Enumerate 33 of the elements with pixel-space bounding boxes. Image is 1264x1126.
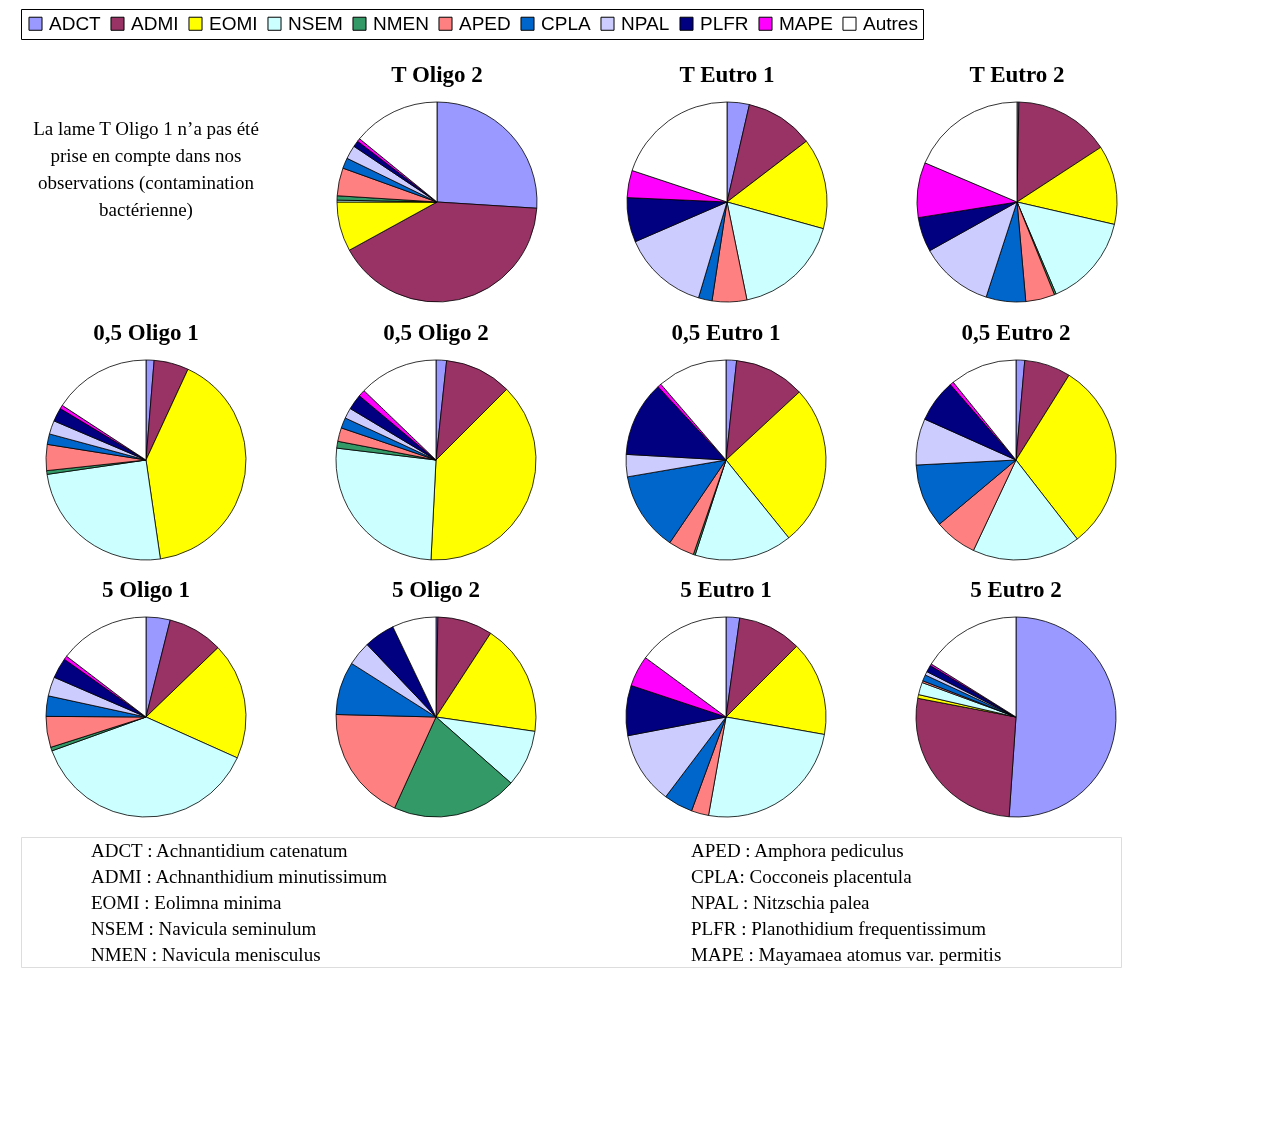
legend-label: PLFR <box>700 12 749 34</box>
legend-label: EOMI <box>209 12 258 34</box>
legend-label: APED <box>459 12 511 34</box>
chart-title: 5 Eutro 1 <box>680 577 772 602</box>
text: NMEN : Navicula menisculus <box>91 944 321 965</box>
legend-label: NSEM <box>288 12 343 34</box>
chart-title: 0,5 Eutro 2 <box>961 320 1071 345</box>
chart-title: 0,5 Oligo 1 <box>93 320 199 345</box>
text: ADCT : Achnantidium catenatum <box>91 840 348 861</box>
legend-label: NPAL <box>621 12 670 34</box>
text: La lame T Oligo 1 n’a pas été prise en compte dans nos observations (contamination bactérienne) <box>33 118 259 221</box>
text: NPAL : Nitzschia palea <box>691 892 871 913</box>
text: PLFR : Planothidium frequentissimum <box>691 918 987 939</box>
text: EOMI : Eolimna minima <box>91 892 283 913</box>
legend-label: CPLA <box>541 12 591 34</box>
chart-title: T Eutro 2 <box>969 62 1065 87</box>
chart-title: 5 Oligo 2 <box>391 577 481 602</box>
chart-title: 5 Oligo 1 <box>101 577 191 602</box>
text: ADMI : Achnanthidium minutissimum <box>91 866 388 887</box>
legend-label: ADCT <box>49 12 102 34</box>
text: T Oligo 2 <box>391 62 483 87</box>
chart-title: 0,5 Eutro 1 <box>671 320 781 345</box>
text: APED : Amphora pediculus <box>691 840 904 861</box>
text: NSEM : Navicula seminulum <box>91 918 317 939</box>
legend-label: NMEN <box>373 12 429 34</box>
chart-title: 5 Eutro 2 <box>970 577 1062 602</box>
legend-label: MAPE <box>779 12 833 34</box>
text: CPLA: Cocconeis placentula <box>691 866 913 887</box>
chart-title: T Eutro 1 <box>679 62 775 87</box>
text: MAPE : Mayamaea atomus var. permitis <box>691 944 1002 965</box>
chart-title: 0,5 Oligo 2 <box>383 320 489 345</box>
legend-label: ADMI <box>131 12 179 34</box>
legend-label: Autres <box>863 12 918 34</box>
